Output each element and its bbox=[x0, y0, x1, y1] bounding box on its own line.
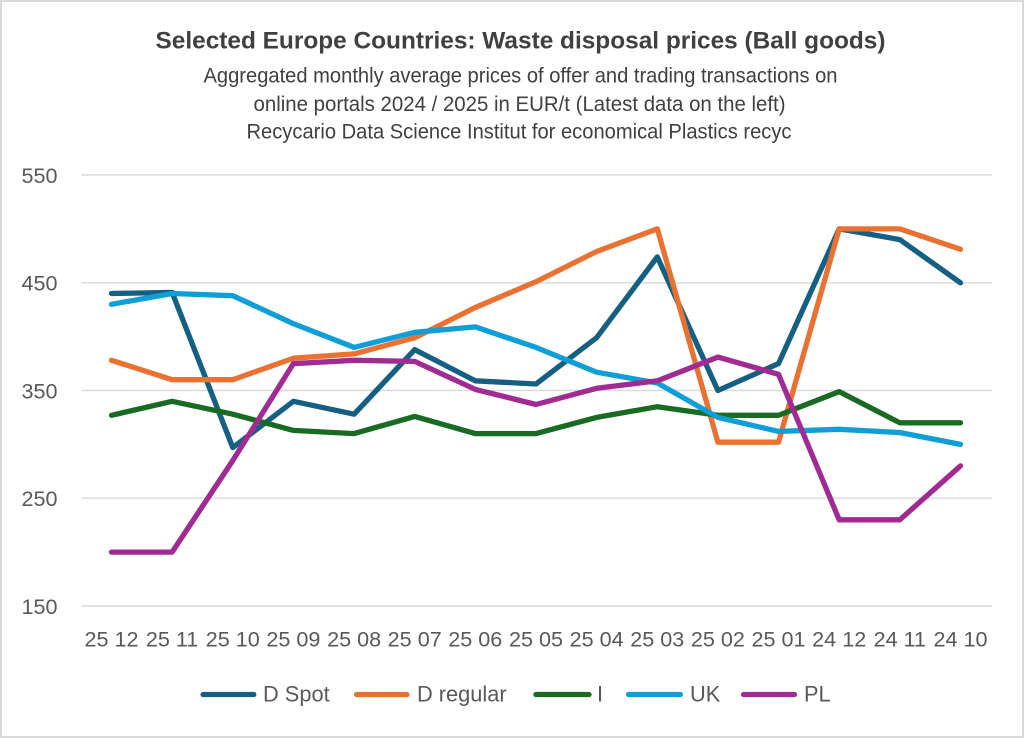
svg-text:25 02: 25 02 bbox=[691, 626, 745, 651]
svg-text:250: 250 bbox=[21, 486, 57, 511]
svg-text:25 08: 25 08 bbox=[327, 626, 381, 651]
svg-text:150: 150 bbox=[21, 594, 57, 619]
svg-text:25 12: 25 12 bbox=[84, 626, 138, 651]
svg-text:PL: PL bbox=[804, 682, 831, 707]
svg-text:D Spot: D Spot bbox=[263, 682, 330, 707]
svg-text:25 06: 25 06 bbox=[448, 626, 502, 651]
svg-text:UK: UK bbox=[690, 682, 721, 707]
svg-text:24 10: 24 10 bbox=[933, 626, 987, 651]
svg-text:Aggregated monthly average pri: Aggregated monthly average prices of off… bbox=[204, 65, 838, 88]
svg-text:25 04: 25 04 bbox=[570, 626, 624, 651]
svg-text:550: 550 bbox=[21, 163, 57, 188]
svg-text:25 10: 25 10 bbox=[206, 626, 260, 651]
svg-text:24 11: 24 11 bbox=[874, 626, 926, 651]
svg-text:Selected Europe Countries: Was: Selected Europe Countries: Waste disposa… bbox=[156, 28, 886, 55]
svg-text:I: I bbox=[597, 682, 603, 707]
svg-text:D regular: D regular bbox=[417, 682, 507, 707]
svg-text:24 12: 24 12 bbox=[812, 626, 866, 651]
svg-text:Recycario Data Science Institu: Recycario Data Science Institut for econ… bbox=[247, 121, 792, 144]
svg-text:25 03: 25 03 bbox=[630, 626, 684, 651]
svg-text:25 07: 25 07 bbox=[388, 626, 442, 651]
svg-text:25 01: 25 01 bbox=[751, 626, 805, 651]
svg-text:350: 350 bbox=[21, 378, 57, 403]
svg-text:450: 450 bbox=[21, 271, 57, 296]
svg-text:online portals 2024 / 2025 in: online portals 2024 / 2025 in EUR/t (Lat… bbox=[254, 93, 786, 116]
svg-text:25 11: 25 11 bbox=[146, 626, 198, 651]
svg-text:25 05: 25 05 bbox=[509, 626, 563, 651]
svg-text:25 09: 25 09 bbox=[266, 626, 320, 651]
